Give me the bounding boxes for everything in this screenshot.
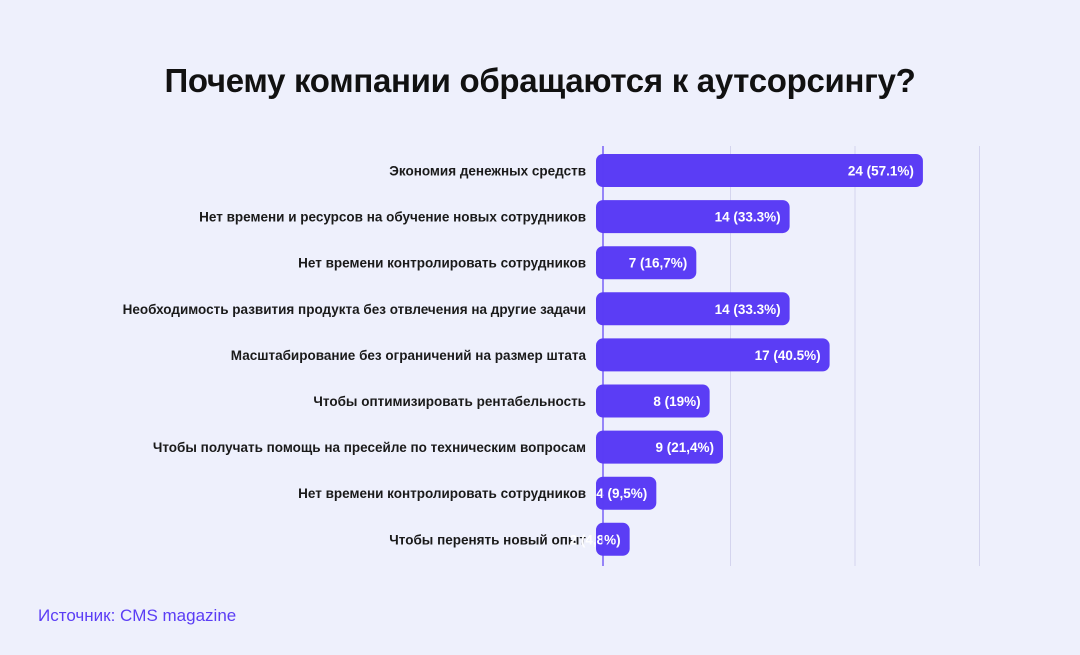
category-label: Нет времени контролировать сотрудников — [298, 256, 586, 271]
bar — [596, 476, 657, 510]
chart-title: Почему компании обращаются к аутсорсингу… — [164, 62, 916, 99]
value-label: 4 (9,5%) — [596, 486, 647, 501]
bar-chart: Экономия денежных средств Нет времени и р… — [123, 146, 980, 566]
bar — [596, 200, 790, 234]
value-label: 8 (19%) — [653, 394, 700, 409]
category-label: Необходимость развития продукта без отвл… — [123, 302, 586, 317]
category-label: Масштабирование без ограничений на разме… — [231, 348, 587, 363]
bars — [596, 154, 923, 556]
category-label: Нет времени и ресурсов на обучение новых… — [199, 210, 586, 225]
value-label: 14 (33.3%) — [715, 210, 781, 225]
bar — [596, 522, 630, 556]
bar — [596, 246, 697, 280]
bar — [596, 154, 923, 187]
category-label: Чтобы получать помощь на пресейле по тех… — [153, 440, 586, 455]
bar — [596, 384, 710, 418]
value-label: 2 (4,8%) — [570, 532, 621, 547]
value-label: 17 (40.5%) — [755, 348, 821, 363]
bar — [596, 292, 790, 326]
value-label: 9 (21,4%) — [655, 440, 714, 455]
value-labels: 24 (57.1%) 14 (33.3%) 7 (16,7%) 14 (33.3%) 1… — [570, 164, 914, 548]
category-labels: Экономия денежных средств Нет времени и р… — [123, 164, 587, 548]
bar — [596, 338, 830, 372]
value-label: 7 (16,7%) — [629, 256, 688, 271]
source-note: Источник: CMS magazine — [38, 606, 237, 625]
category-label: Нет времени контролировать сотрудников — [298, 486, 586, 501]
value-label: 24 (57.1%) — [848, 164, 914, 179]
category-label: Экономия денежных средств — [389, 164, 586, 179]
value-label: 14 (33.3%) — [715, 302, 781, 317]
category-label: Чтобы перенять новый опыт — [389, 532, 586, 547]
category-label: Чтобы оптимизировать рентабельность — [313, 394, 586, 409]
bar — [596, 430, 723, 464]
